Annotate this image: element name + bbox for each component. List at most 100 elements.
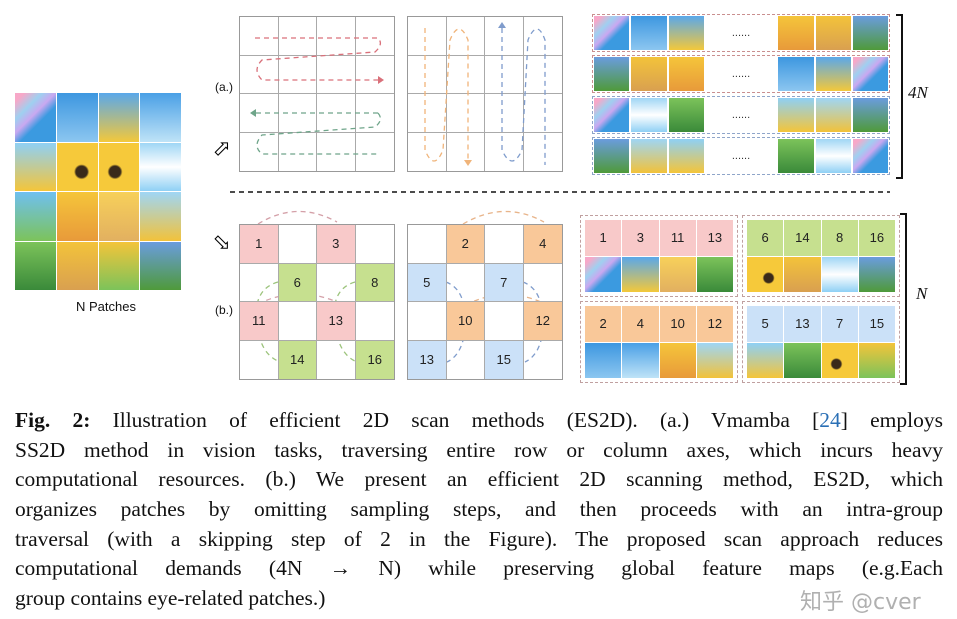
patch-cell: 4 bbox=[523, 225, 562, 264]
grid-cell bbox=[485, 225, 524, 264]
grid-cell bbox=[317, 263, 356, 302]
grid-cell bbox=[278, 302, 317, 341]
brace-n bbox=[900, 213, 907, 385]
grid-cell bbox=[524, 133, 563, 172]
image-patch bbox=[696, 342, 733, 378]
group-index-cell: 15 bbox=[858, 306, 895, 342]
image-patch bbox=[778, 57, 814, 91]
image-patch bbox=[56, 142, 98, 191]
grid-cell bbox=[408, 302, 447, 341]
image-patch bbox=[56, 241, 98, 290]
grid-cell bbox=[485, 132, 524, 171]
figure-caption: Fig. 2: Illustration of efficient 2D sca… bbox=[15, 406, 943, 614]
ss2d-row-scan-grid bbox=[239, 16, 395, 172]
grid-cell bbox=[524, 341, 563, 380]
count-n: N bbox=[916, 284, 928, 303]
grid-cell bbox=[317, 340, 356, 379]
scan-sequence: ...... bbox=[592, 96, 890, 134]
patch-group: 1 3 11 13 bbox=[580, 215, 738, 297]
label-a: (a.) bbox=[215, 80, 233, 94]
image-patch bbox=[98, 192, 140, 241]
patch-cell: 2 bbox=[446, 225, 485, 264]
caption-line: group contains eye-related patches.) bbox=[15, 586, 326, 611]
group-index-cell: 1 bbox=[585, 220, 622, 256]
group-index-cell: 3 bbox=[622, 220, 659, 256]
group-index-cell: 2 bbox=[585, 306, 622, 342]
grid-cell bbox=[447, 132, 485, 171]
group-index-cell: 5 bbox=[747, 306, 784, 342]
image-patch bbox=[631, 57, 667, 91]
grid-cell bbox=[240, 17, 279, 56]
patch-cell: 14 bbox=[278, 340, 317, 379]
caption-line: Fig. 2: Illustration of efficient 2D sca… bbox=[15, 406, 943, 436]
image-patch bbox=[668, 139, 704, 173]
grid-cell bbox=[317, 132, 356, 171]
count-4n: 4N bbox=[908, 83, 928, 102]
image-patch bbox=[622, 256, 659, 292]
scan-sequence: ...... bbox=[592, 55, 890, 93]
patch-group: 6 14 8 16 bbox=[742, 215, 900, 297]
citation-link[interactable]: 24 bbox=[819, 408, 841, 432]
grid-cell bbox=[240, 55, 279, 94]
image-patch bbox=[784, 256, 821, 292]
grid-cell bbox=[278, 17, 317, 56]
grid-cell bbox=[523, 17, 562, 56]
grid-cell bbox=[523, 94, 562, 133]
image-patch bbox=[140, 93, 181, 142]
image-patch bbox=[668, 57, 704, 91]
image-patch bbox=[56, 192, 98, 241]
image-patch bbox=[659, 256, 696, 292]
grid-cell bbox=[485, 302, 524, 341]
patch-group: 2 4 10 12 bbox=[580, 301, 738, 383]
caption-line: SS2D method in vision tasks, traversing … bbox=[15, 437, 943, 462]
image-patch bbox=[15, 93, 56, 142]
image-patch bbox=[852, 16, 888, 50]
caption-line: traversal (with a skipping step of 2 in … bbox=[15, 526, 943, 551]
patch-cell: 12 bbox=[523, 302, 562, 341]
brace-4n bbox=[896, 14, 903, 179]
grid-cell bbox=[408, 225, 447, 264]
image-patch bbox=[98, 241, 140, 290]
patch-cell: 8 bbox=[355, 263, 394, 302]
ellipsis: ...... bbox=[705, 139, 777, 173]
grid-cell bbox=[446, 263, 485, 302]
grid-cell bbox=[317, 55, 356, 94]
ellipsis: ...... bbox=[705, 16, 777, 50]
es2d-grid-left: 1 3 6 8 11 13 14 16 bbox=[239, 224, 395, 380]
image-patch bbox=[631, 98, 667, 132]
patch-cell: 10 bbox=[446, 302, 485, 341]
grid-cell bbox=[317, 17, 356, 56]
grid-cell bbox=[279, 132, 317, 171]
ss2d-column-scan-grid bbox=[407, 16, 563, 172]
grid-cell bbox=[240, 340, 279, 379]
patch-group: 5 13 7 15 bbox=[742, 301, 900, 383]
grid-cell bbox=[446, 55, 485, 94]
image-patch bbox=[15, 241, 56, 290]
group-index-cell: 10 bbox=[659, 306, 696, 342]
arrow-up-right-icon: ⇨ bbox=[206, 132, 238, 164]
grid-cell bbox=[447, 340, 485, 379]
image-patch bbox=[140, 241, 181, 290]
es2d-grid-right: 2 4 5 7 10 12 13 15 bbox=[407, 224, 563, 380]
image-patch bbox=[858, 342, 895, 378]
grid-cell bbox=[355, 17, 394, 56]
image-patch bbox=[585, 342, 622, 378]
image-patch bbox=[858, 256, 895, 292]
caption-line: organizes patches by omitting sampling s… bbox=[15, 497, 943, 522]
group-index-cell: 13 bbox=[696, 220, 733, 256]
image-patch bbox=[594, 57, 630, 91]
grid-cell bbox=[485, 94, 524, 133]
grid-cell bbox=[240, 132, 279, 171]
grid-cell bbox=[446, 94, 485, 133]
image-patch bbox=[852, 139, 888, 173]
watermark: 知乎 @cver bbox=[800, 590, 921, 615]
image-patch bbox=[15, 142, 56, 191]
image-patch bbox=[140, 142, 181, 191]
image-patch bbox=[821, 342, 858, 378]
grid-cell bbox=[408, 17, 447, 56]
patch-cell: 13 bbox=[408, 340, 447, 379]
grid-cell bbox=[278, 225, 317, 264]
patch-cell: 15 bbox=[485, 340, 524, 379]
patch-cell: 6 bbox=[278, 263, 317, 302]
grid-cell bbox=[408, 55, 447, 94]
